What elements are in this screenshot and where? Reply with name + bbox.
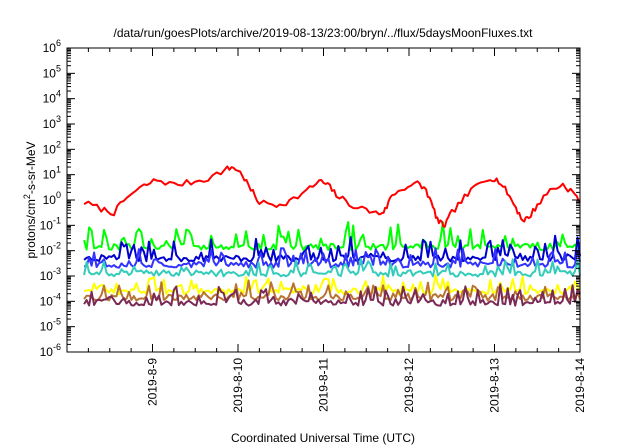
y-tick-exp: 1	[56, 165, 61, 175]
chart-title: /data/run/goesPlots/archive/2019-08-13/2…	[114, 26, 534, 40]
y-tick-label: 10-3	[40, 266, 61, 283]
series-line-0	[83, 221, 581, 251]
y-tick-exp: -3	[53, 266, 61, 276]
y-tick-label: 10-1	[40, 215, 61, 232]
y-axis: 10-610-510-410-310-210-11001011021031041…	[40, 38, 580, 359]
x-tick-label: 2019-8-12	[402, 358, 416, 413]
y-tick-base: 10	[43, 168, 57, 182]
y-tick-label: 105	[43, 63, 61, 80]
y-axis-label-main: protons/cm	[24, 199, 38, 258]
y-tick-base: 10	[40, 320, 54, 334]
y-tick-label: 10-5	[40, 317, 61, 334]
x-tick-label: 2019-8-9	[146, 358, 160, 406]
y-tick-base: 10	[43, 193, 57, 207]
series-line-3	[83, 257, 581, 278]
y-tick-base: 10	[43, 142, 57, 156]
x-tick-label: 2019-8-13	[488, 358, 502, 413]
y-tick-base: 10	[43, 66, 57, 80]
x-tick-label: 2019-8-14	[573, 358, 587, 413]
y-tick-label: 10-4	[40, 291, 61, 308]
y-tick-exp: -5	[53, 317, 61, 327]
y-tick-label: 10-6	[40, 342, 61, 359]
y-tick-exp: -6	[53, 342, 61, 352]
y-tick-base: 10	[40, 269, 54, 283]
y-tick-base: 10	[40, 218, 54, 232]
series-line-2	[84, 247, 581, 269]
y-tick-exp: 6	[56, 38, 61, 48]
y-tick-exp: -1	[53, 215, 61, 225]
plot-series-group	[83, 165, 581, 307]
y-tick-base: 10	[40, 244, 54, 258]
y-tick-base: 10	[43, 41, 57, 55]
series-line-4	[83, 274, 581, 296]
series-line-7	[83, 165, 581, 228]
y-tick-base: 10	[40, 345, 54, 359]
y-tick-label: 106	[43, 38, 61, 55]
y-tick-exp: -4	[53, 291, 61, 301]
y-tick-exp: 0	[56, 190, 61, 200]
y-tick-exp: 5	[56, 63, 61, 73]
y-axis-label-tail: -s-sr-MeV	[24, 141, 38, 194]
plot-frame	[66, 47, 581, 353]
series-line-1	[83, 234, 581, 263]
series-line-5	[83, 279, 581, 302]
y-axis-label: protons/cm2-s-sr-MeV	[22, 141, 38, 258]
y-tick-label: 102	[43, 139, 61, 156]
x-axis-label: Coordinated Universal Time (UTC)	[231, 431, 415, 445]
y-tick-base: 10	[43, 92, 57, 106]
series-line-6	[83, 283, 581, 307]
y-tick-label: 104	[43, 89, 61, 106]
y-tick-exp: -2	[53, 241, 61, 251]
x-tick-label: 2019-8-11	[317, 358, 331, 412]
y-axis-label-sup: 2	[22, 194, 32, 199]
y-tick-label: 10-2	[40, 241, 61, 258]
y-tick-label: 103	[43, 114, 61, 131]
y-tick-exp: 3	[56, 114, 61, 124]
y-tick-exp: 4	[56, 89, 61, 99]
y-tick-label: 100	[43, 190, 61, 207]
y-tick-base: 10	[40, 294, 54, 308]
x-axis: 2019-8-9 2019-8-10 2019-8-11 2019-8-12 2019-…	[87, 48, 587, 413]
x-tick-label: 2019-8-10	[231, 358, 245, 413]
y-tick-base: 10	[43, 117, 57, 131]
y-tick-exp: 2	[56, 139, 61, 149]
y-tick-label: 101	[43, 165, 61, 182]
